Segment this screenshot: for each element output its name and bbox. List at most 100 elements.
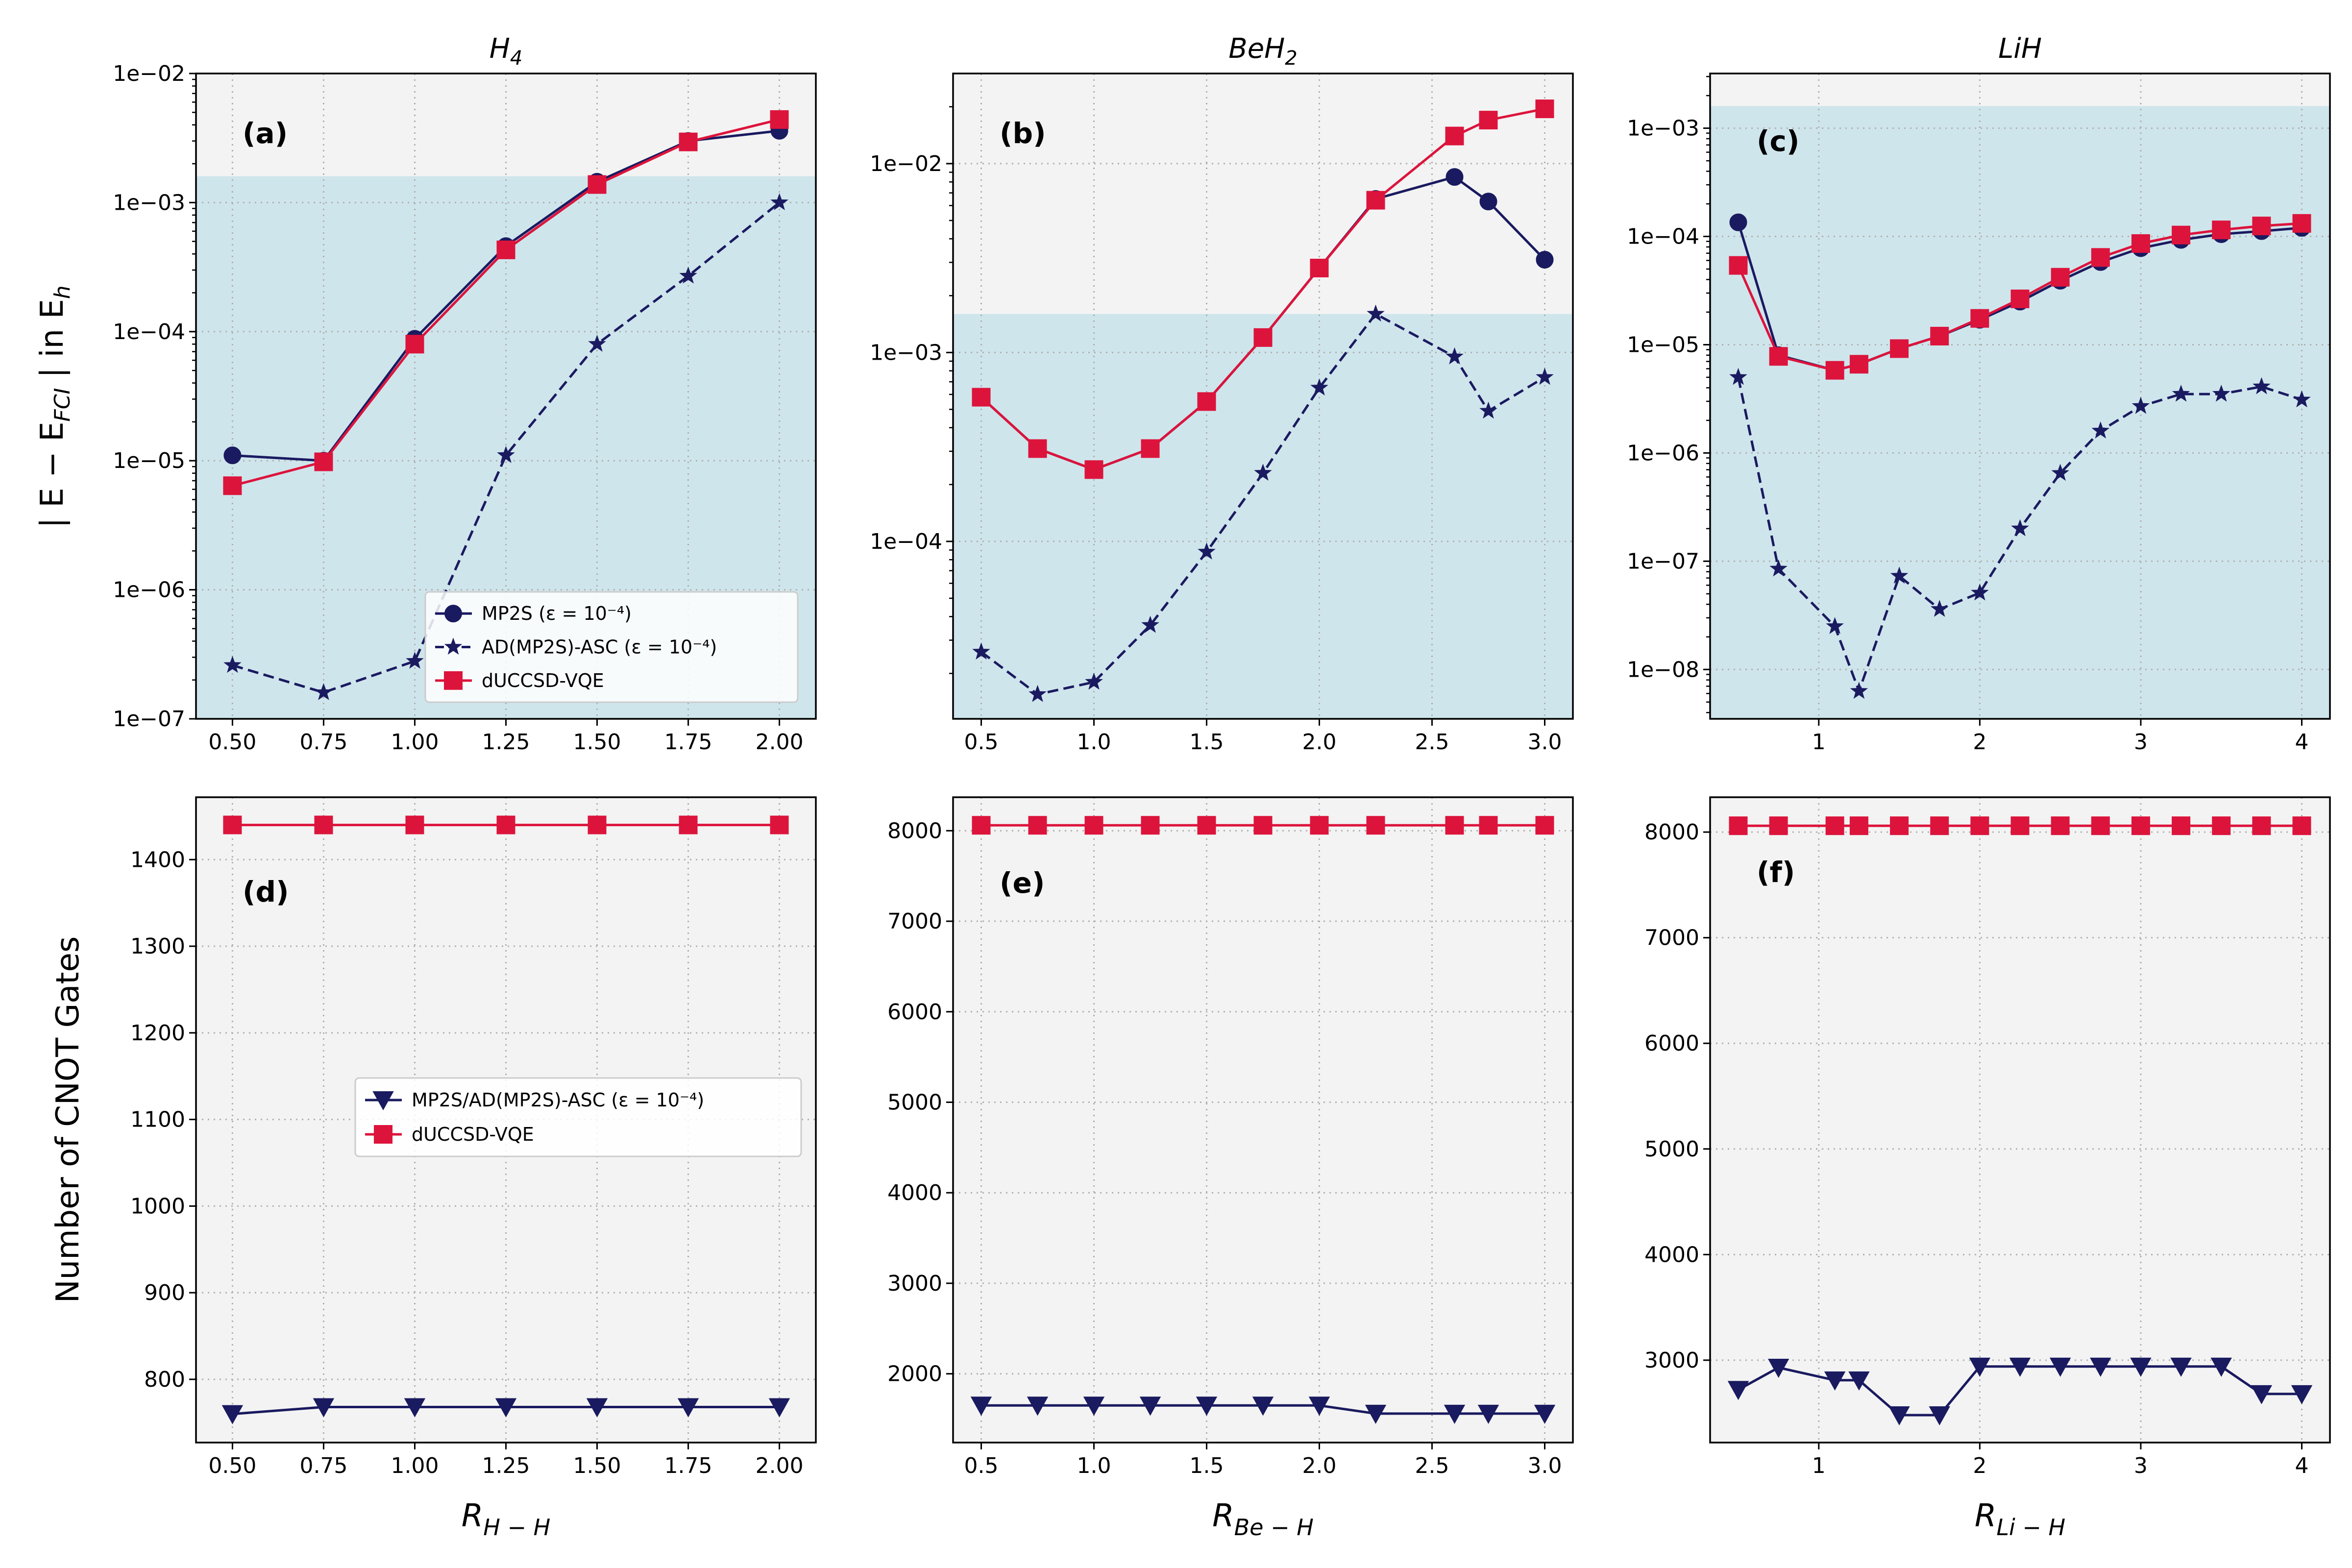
y-tick-label: 7000 — [887, 909, 942, 934]
data-point — [1824, 1371, 1846, 1391]
data-point — [679, 132, 698, 151]
data-point — [1197, 816, 1216, 835]
data-point — [1252, 1396, 1274, 1416]
data-point — [1197, 392, 1216, 411]
y-tick-label: 1300 — [130, 934, 185, 959]
data-point — [1446, 168, 1464, 186]
data-point — [2212, 220, 2231, 240]
data-point — [1308, 1396, 1330, 1416]
y-tick-label: 2000 — [887, 1362, 942, 1387]
chemical-accuracy-band — [1710, 106, 2330, 719]
y-tick-label: 1e−05 — [1627, 332, 1699, 357]
x-axis-label-sub: Be − H — [1234, 1514, 1314, 1541]
data-point — [1028, 816, 1047, 835]
data-point — [1930, 816, 1949, 835]
data-point — [2132, 396, 2150, 414]
y-tick-label: 1e−03 — [113, 190, 185, 215]
x-tick-label: 0.75 — [299, 1453, 347, 1478]
y-tick-label: 900 — [144, 1280, 185, 1305]
x-axis-label-sub: Li − H — [1996, 1514, 2065, 1541]
x-tick-label: 2.5 — [1415, 730, 1449, 755]
data-point — [1477, 1404, 1499, 1424]
data-point — [770, 110, 789, 129]
series-triangle-down — [1727, 1357, 2313, 1426]
data-point — [315, 683, 333, 700]
data-point — [1536, 251, 1554, 269]
x-axis-label: RLi − H — [1975, 1498, 2065, 1541]
data-point — [496, 815, 515, 834]
x-tick-label: 1.50 — [573, 1453, 621, 1478]
data-point — [2293, 390, 2311, 408]
data-point — [1850, 682, 1868, 699]
data-point — [2170, 1357, 2192, 1377]
legend: MP2S (ε = 10⁻⁴) AD(MP2S)-ASC (ε = 10⁻⁴) dU… — [424, 591, 799, 703]
data-point — [1196, 1396, 1218, 1416]
data-point — [2210, 1357, 2232, 1377]
data-point — [1083, 1396, 1105, 1416]
y-tick-label: 1e−05 — [113, 448, 185, 473]
panel-title: LiH — [1998, 33, 2042, 65]
data-point — [1930, 326, 1949, 345]
series-square — [223, 110, 789, 495]
panel-title-main: BeH — [1228, 33, 1285, 65]
data-point — [972, 388, 991, 407]
x-tick-label: 1 — [1812, 1453, 1826, 1478]
x-tick-label: 0.75 — [299, 730, 347, 755]
data-point — [1085, 672, 1103, 690]
data-point — [1367, 304, 1385, 322]
data-point — [679, 815, 698, 834]
legend-label: AD(MP2S)-ASC (ε = 10⁻⁴) — [482, 637, 717, 658]
data-point — [444, 605, 462, 623]
data-point — [1139, 1396, 1161, 1416]
x-tick-label: 2.5 — [1415, 1453, 1449, 1478]
panel-label: (f) — [1757, 856, 1795, 889]
y-tick-label: 1e−07 — [113, 707, 185, 732]
data-point — [1479, 401, 1497, 419]
data-point — [1198, 542, 1216, 560]
y-tick-label: 3000 — [1644, 1348, 1699, 1373]
x-tick-label: 2 — [1973, 1453, 1986, 1478]
data-point — [1825, 361, 1844, 380]
data-point — [2252, 217, 2271, 236]
data-point — [2051, 816, 2070, 835]
x-tick-label: 4 — [2295, 730, 2309, 755]
panel-title: BeH2 — [1228, 33, 1297, 70]
x-tick-label: 1.0 — [1077, 1453, 1111, 1478]
data-point — [1769, 559, 1788, 577]
panel-label: (c) — [1757, 124, 1799, 158]
y-tick-label: 4000 — [887, 1180, 942, 1205]
legend: MP2S/AD(MP2S)-ASC (ε = 10⁻⁴) dUCCSD-VQE — [354, 1077, 802, 1157]
chart-panel-e: 0.5 1.0 1.5 2.0 2.5 3.0 2000 3000 4000 5000 6000 70… — [887, 796, 1574, 1541]
data-point — [588, 815, 607, 834]
data-point — [223, 476, 242, 495]
data-point — [1253, 816, 1273, 835]
data-point — [406, 651, 424, 669]
y-tick-label: 800 — [144, 1367, 185, 1392]
data-point — [1534, 1404, 1556, 1424]
data-point — [2131, 816, 2150, 835]
x-axis-label-sub: H − H — [483, 1514, 550, 1541]
data-point — [1769, 816, 1788, 835]
data-point — [1366, 816, 1385, 835]
x-tick-label: 3 — [2134, 730, 2148, 755]
data-point — [1848, 1371, 1870, 1391]
x-tick-label: 1.5 — [1190, 1453, 1224, 1478]
data-point — [1969, 1357, 1991, 1377]
x-tick-label: 2 — [1973, 730, 1986, 755]
data-point — [1141, 615, 1159, 633]
data-point — [972, 816, 991, 835]
data-point — [970, 1396, 992, 1416]
y-tick-label: 1e−04 — [1627, 224, 1699, 249]
y-tick-label: 8000 — [887, 818, 942, 843]
legend-label: dUCCSD-VQE — [482, 670, 604, 691]
data-point — [2212, 816, 2231, 835]
x-tick-label: 1.25 — [482, 1453, 530, 1478]
x-tick-label: 2.0 — [1302, 730, 1337, 755]
y-tick-label: 3000 — [887, 1271, 942, 1296]
y-tick-label: 1e−03 — [1627, 116, 1699, 141]
data-point — [1479, 193, 1497, 211]
data-point — [1479, 816, 1498, 835]
data-point — [1888, 1406, 1910, 1426]
data-point — [1365, 1404, 1387, 1424]
x-tick-label: 3 — [2134, 1453, 2148, 1478]
